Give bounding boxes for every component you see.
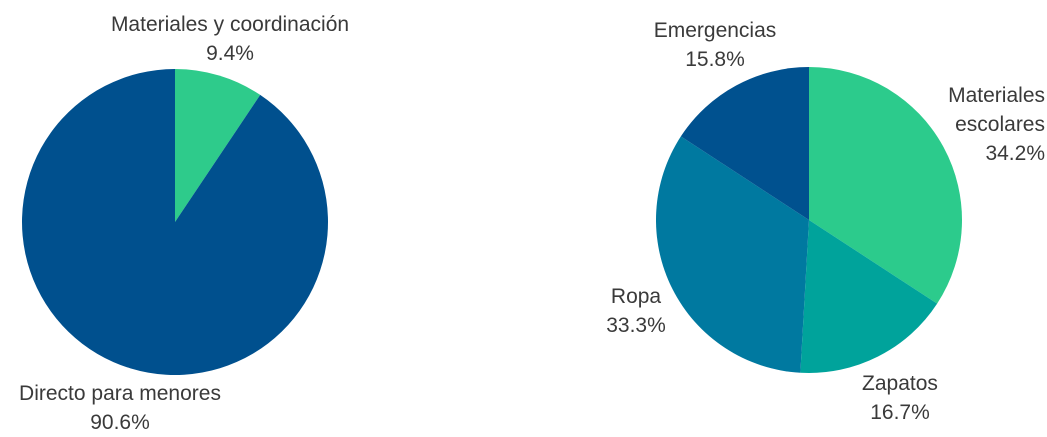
pie-slice	[21, 69, 329, 376]
value-label: 34.2%	[985, 142, 1045, 165]
pie-slice	[800, 220, 938, 373]
value-label: 16.7%	[870, 401, 930, 424]
value-label: 15.8%	[685, 48, 745, 71]
pie-slice	[680, 67, 809, 220]
slice-label: Materiales y coordinación 9.4%	[111, 10, 349, 68]
category-name: Directo para menores	[19, 382, 221, 405]
pie-slice	[175, 69, 261, 222]
category-name: Zapatos	[862, 372, 938, 395]
pie-slice	[809, 67, 962, 304]
slice-label: Zapatos 16.7%	[862, 369, 938, 427]
category-name: Ropa	[610, 285, 662, 308]
category-name: Emergencias	[653, 19, 777, 42]
category-name: Materiales escolares	[948, 84, 1045, 136]
pie-slice	[655, 136, 809, 373]
slice-label: Materiales escolares 34.2%	[925, 81, 1045, 168]
slice-label: Ropa 33.3%	[606, 282, 666, 340]
category-name: Materiales y coordinación	[110, 13, 350, 36]
value-label: 9.4%	[206, 42, 254, 65]
slice-label: Directo para menores 90.6%	[19, 379, 221, 437]
slice-label: Emergencias 15.8%	[654, 16, 777, 74]
value-label: 33.3%	[606, 314, 666, 337]
value-label: 90.6%	[90, 411, 150, 434]
